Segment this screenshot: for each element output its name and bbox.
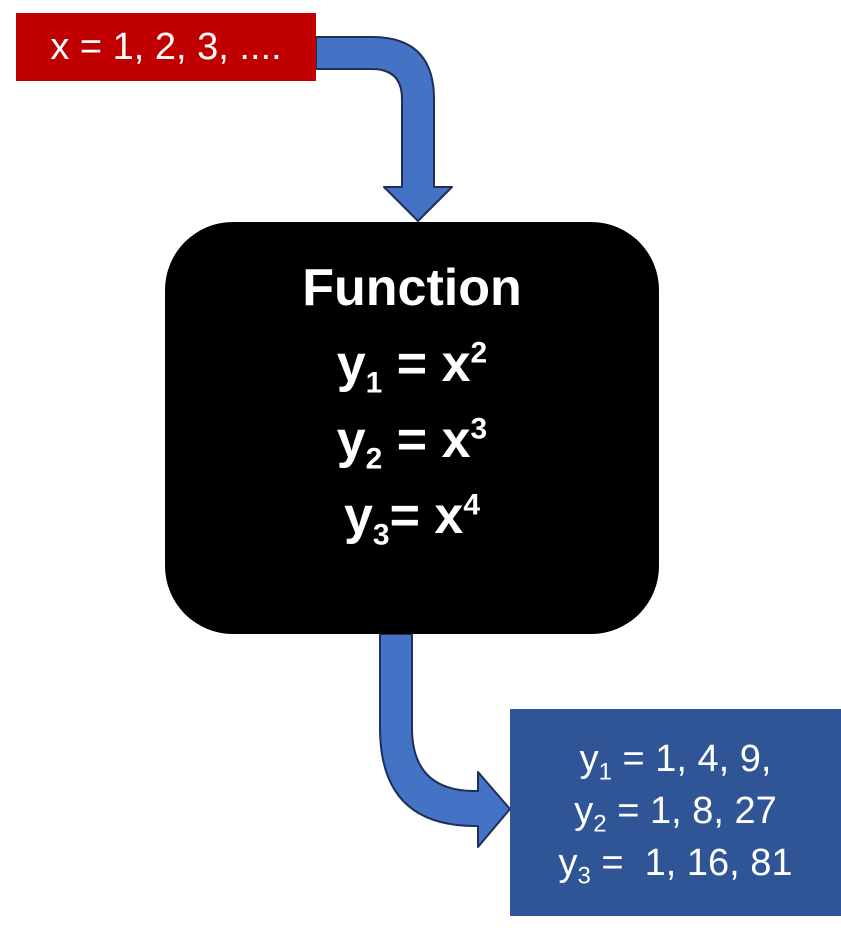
arrow-input-to-function <box>315 36 453 222</box>
function-box: Function y1 = x2 y2 = x3 y3= x4 <box>165 222 659 634</box>
output-line-3: y3 = 1, 16, 81 <box>558 842 793 890</box>
equation-3: y3= x4 <box>343 487 481 552</box>
input-label: x = 1, 2, 3, .... <box>50 26 282 68</box>
output-box: y1 = 1, 4, 9, y2 = 1, 8, 27 y3 = 1, 16, … <box>510 709 841 916</box>
equation-1: y1 = x2 <box>336 335 488 400</box>
function-title: Function <box>302 259 522 317</box>
equation-2: y2 = x3 <box>336 411 488 476</box>
output-line-2: y2 = 1, 8, 27 <box>574 790 777 838</box>
arrow-function-to-output <box>379 633 511 848</box>
input-box: x = 1, 2, 3, .... <box>16 13 316 81</box>
output-line-1: y1 = 1, 4, 9, <box>579 738 772 786</box>
